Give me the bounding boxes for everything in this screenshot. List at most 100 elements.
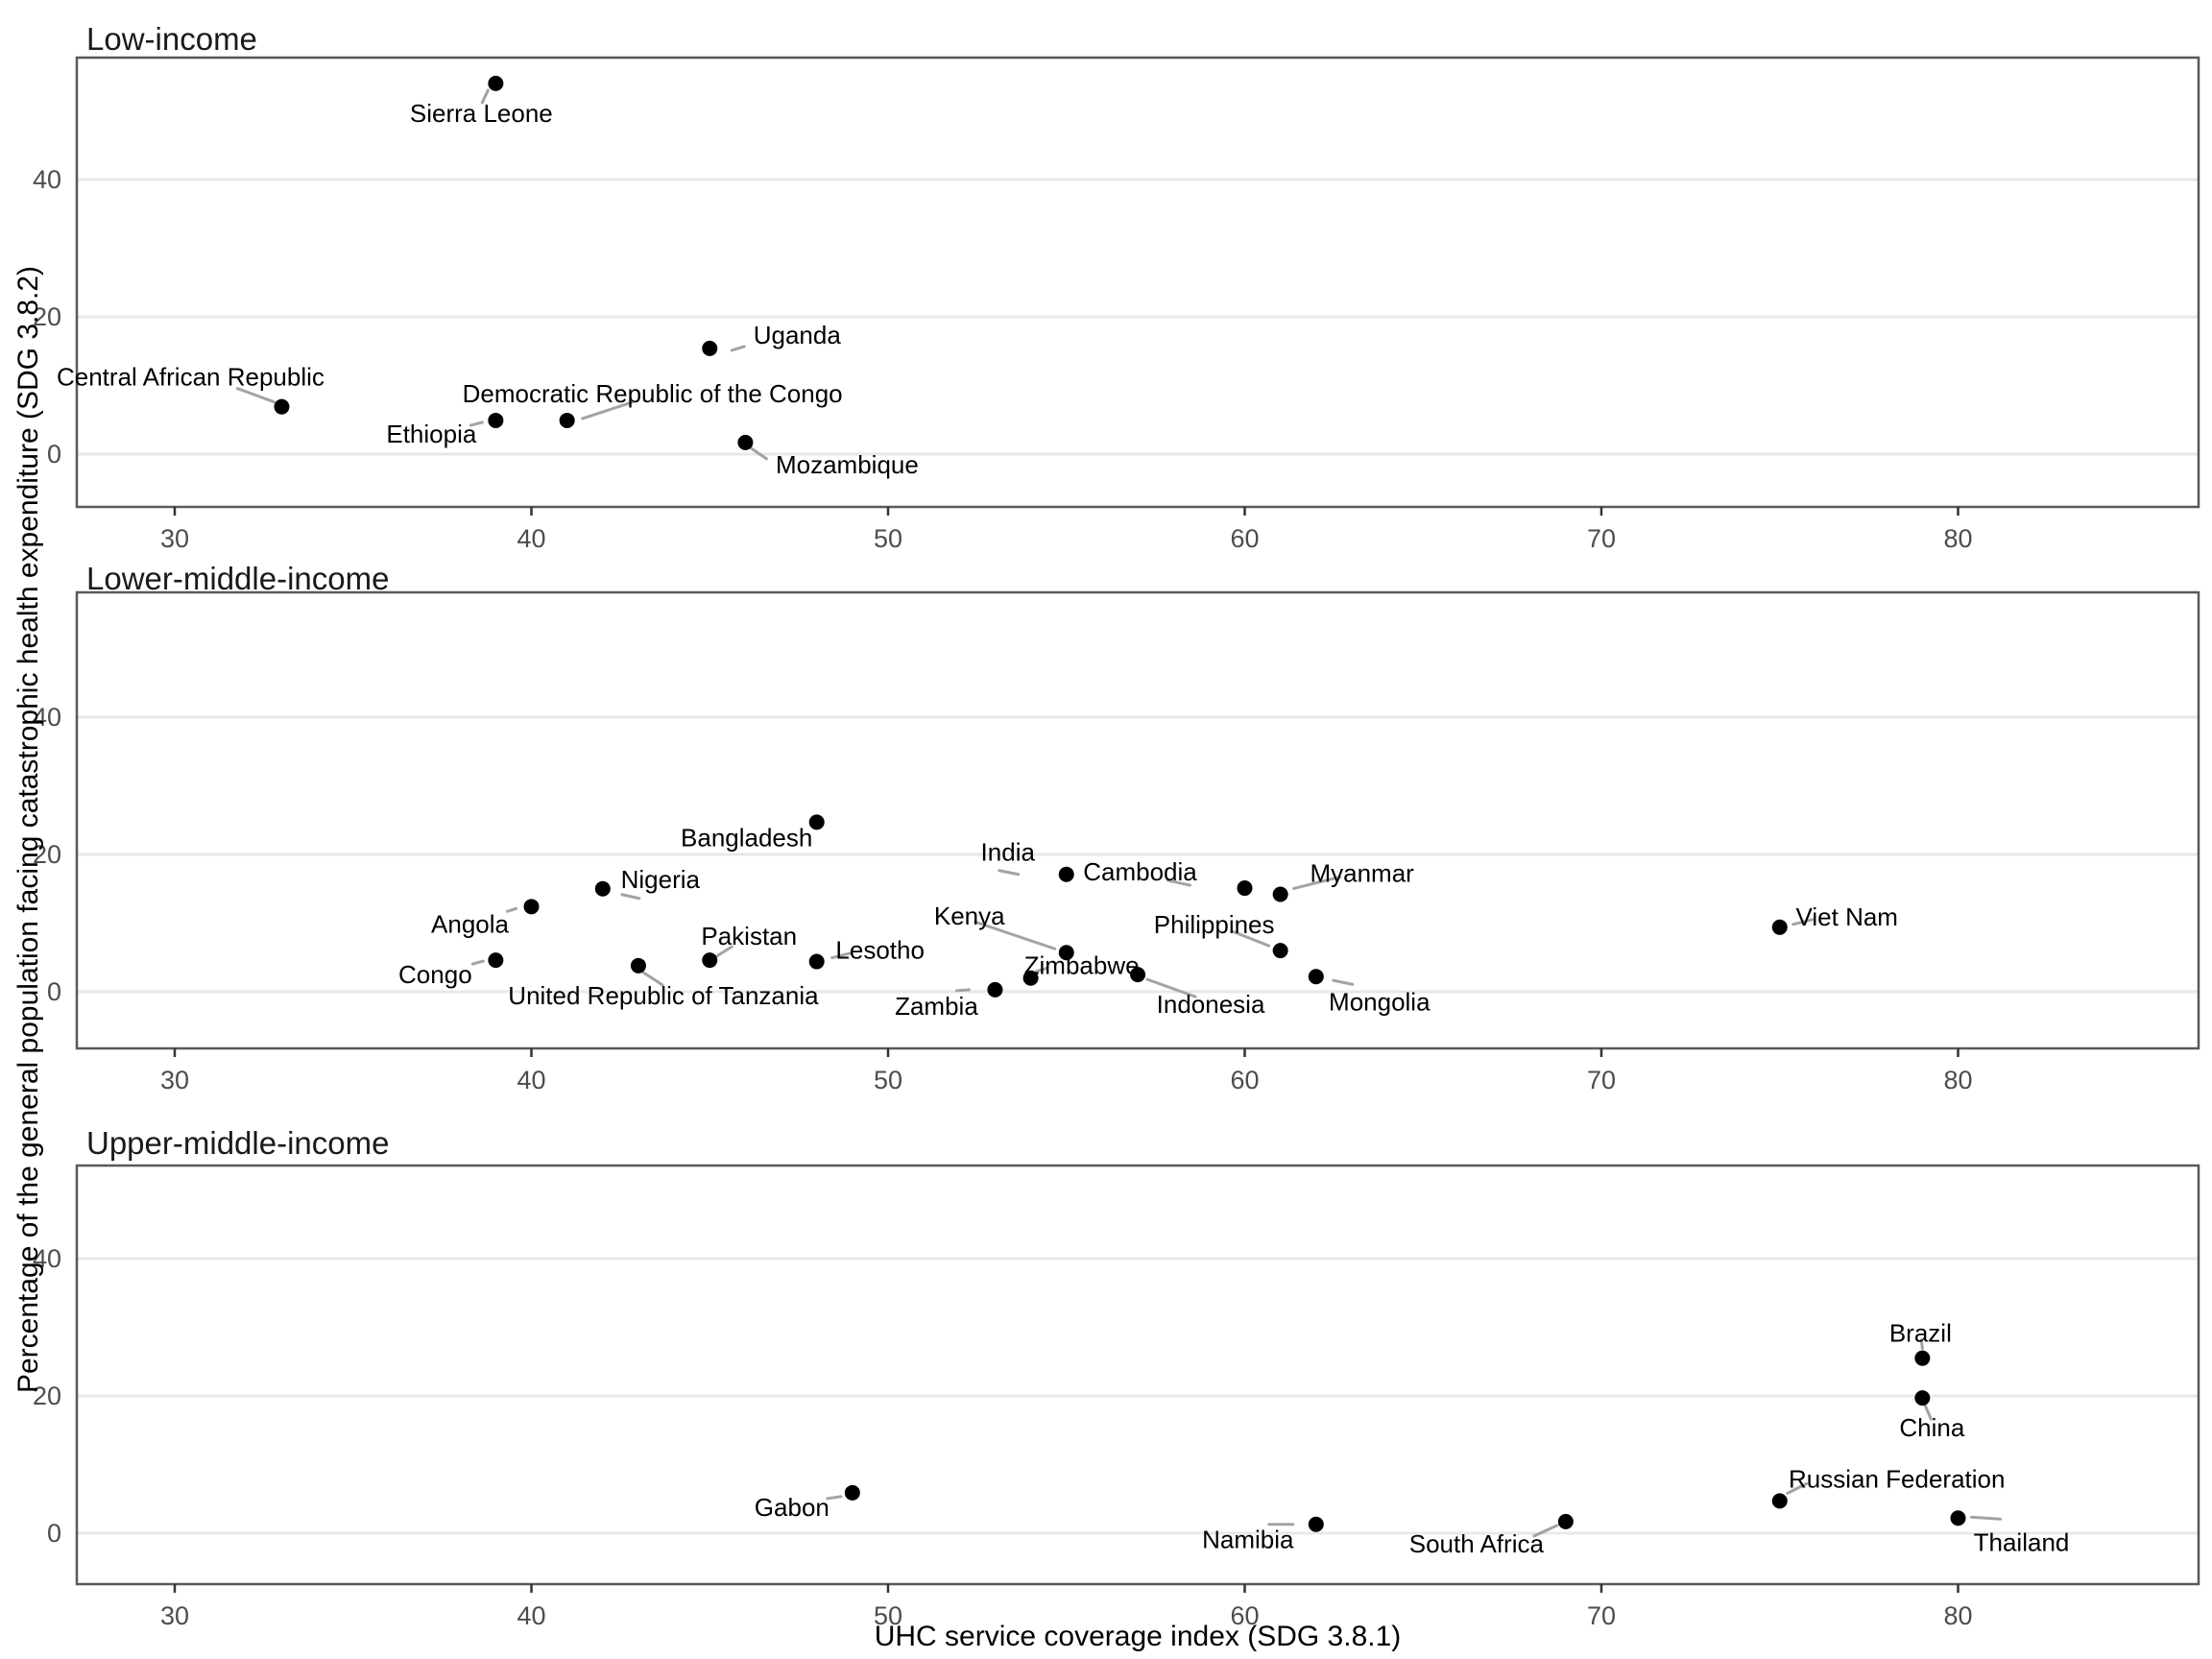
x-tick-label: 50 <box>874 1066 902 1094</box>
data-point <box>1308 969 1324 985</box>
country-label: Indonesia <box>1157 990 1265 1019</box>
y-tick-label: 40 <box>33 703 61 732</box>
leader-line <box>469 421 484 427</box>
leader-line <box>830 951 854 960</box>
x-tick-label: 40 <box>517 524 545 553</box>
data-point <box>1914 1350 1931 1366</box>
data-point <box>274 398 290 415</box>
data-point <box>1058 945 1074 961</box>
leader-line <box>998 869 1021 877</box>
country-label: Cambodia <box>1083 857 1197 886</box>
data-point <box>1914 1390 1931 1407</box>
country-label: India <box>981 838 1036 867</box>
leader-line <box>480 88 490 105</box>
country-label: Angola <box>431 909 509 938</box>
leader-line <box>1332 978 1355 986</box>
data-point <box>737 434 754 450</box>
data-point <box>844 1484 860 1501</box>
x-tick-label: 40 <box>517 1066 545 1094</box>
panel-border <box>75 590 2200 1050</box>
leader-line <box>1035 967 1048 974</box>
country-label: Central African Republic <box>57 363 325 392</box>
leader-line <box>1145 977 1197 998</box>
x-tick-label: 70 <box>1587 524 1616 553</box>
x-tick-label: 60 <box>1230 524 1259 553</box>
country-label: Pakistan <box>701 922 797 950</box>
data-point <box>594 880 611 897</box>
facet-title-low-income: Low-income <box>86 21 257 57</box>
leader-line <box>1970 1515 2002 1521</box>
leader-line <box>581 400 635 421</box>
country-label: Russian Federation <box>1789 1464 2005 1493</box>
leader-line <box>506 906 517 913</box>
country-label: Gabon <box>755 1493 830 1522</box>
country-label: Congo <box>398 960 472 989</box>
data-point <box>1272 943 1288 959</box>
x-tick-label: 80 <box>1943 524 1972 553</box>
country-label: Viet Nam <box>1796 902 1898 931</box>
data-point <box>1237 880 1253 897</box>
data-point <box>1771 1493 1788 1509</box>
data-point <box>808 953 825 970</box>
y-tick-label: 20 <box>33 840 61 869</box>
country-label: United Republic of Tanzania <box>508 981 819 1010</box>
leader-line <box>1923 1404 1933 1421</box>
country-label: Philippines <box>1154 910 1275 939</box>
data-point <box>1557 1513 1574 1529</box>
data-point <box>630 957 646 974</box>
x-tick-label: 30 <box>160 1601 189 1630</box>
y-axis-title: Percentage of the general population fac… <box>12 265 44 1394</box>
country-label: Democratic Republic of the Congo <box>463 379 843 408</box>
x-tick-label: 60 <box>1230 1066 1259 1094</box>
x-tick-label: 80 <box>1943 1066 1972 1094</box>
country-label: Thailand <box>1974 1527 2070 1556</box>
leader-line <box>641 971 664 987</box>
y-tick-label: 0 <box>47 977 61 1006</box>
data-point <box>702 340 718 356</box>
data-point <box>1771 919 1788 935</box>
leader-line <box>1166 878 1191 887</box>
panel-border <box>75 1164 2200 1586</box>
country-label: Bangladesh <box>681 823 812 852</box>
data-point <box>1272 886 1288 902</box>
y-tick-label: 20 <box>33 1382 61 1410</box>
x-tick-label: 80 <box>1943 1601 1972 1630</box>
country-label: Brazil <box>1889 1319 1952 1348</box>
data-point <box>488 412 504 428</box>
y-tick-label: 20 <box>33 302 61 331</box>
x-tick-label: 40 <box>517 1601 545 1630</box>
x-axis-title: UHC service coverage index (SDG 3.8.1) <box>874 1621 1402 1652</box>
leader-line <box>730 345 746 352</box>
leader-line <box>1532 1524 1559 1538</box>
country-label: Zambia <box>895 992 978 1021</box>
country-label: Namibia <box>1202 1526 1294 1554</box>
x-tick-label: 30 <box>160 1066 189 1094</box>
y-tick-label: 40 <box>33 165 61 194</box>
data-point <box>1058 866 1074 882</box>
country-label: Lesotho <box>835 936 925 965</box>
country-label: Sierra Leone <box>410 99 553 128</box>
leader-line <box>714 945 733 958</box>
leader-line <box>235 387 276 404</box>
leader-line <box>470 959 485 966</box>
x-tick-label: 30 <box>160 524 189 553</box>
data-point <box>1022 970 1039 986</box>
country-label: Mozambique <box>776 450 919 479</box>
leader-line <box>826 1495 843 1501</box>
x-tick-label: 50 <box>874 524 902 553</box>
data-point <box>1308 1516 1324 1532</box>
country-label: Ethiopia <box>386 420 476 448</box>
leader-line <box>1292 875 1342 890</box>
facet-title-lower-middle-income: Lower-middle-income <box>86 561 390 596</box>
x-tick-label: 70 <box>1587 1601 1616 1630</box>
country-label: Mongolia <box>1329 987 1431 1016</box>
facet-title-upper-middle-income: Upper-middle-income <box>86 1125 390 1161</box>
leader-line <box>1791 918 1815 926</box>
data-point <box>488 952 504 969</box>
x-tick-label: 60 <box>1230 1601 1259 1630</box>
y-tick-label: 0 <box>47 440 61 469</box>
data-point <box>523 899 540 915</box>
country-label: South Africa <box>1409 1529 1545 1558</box>
